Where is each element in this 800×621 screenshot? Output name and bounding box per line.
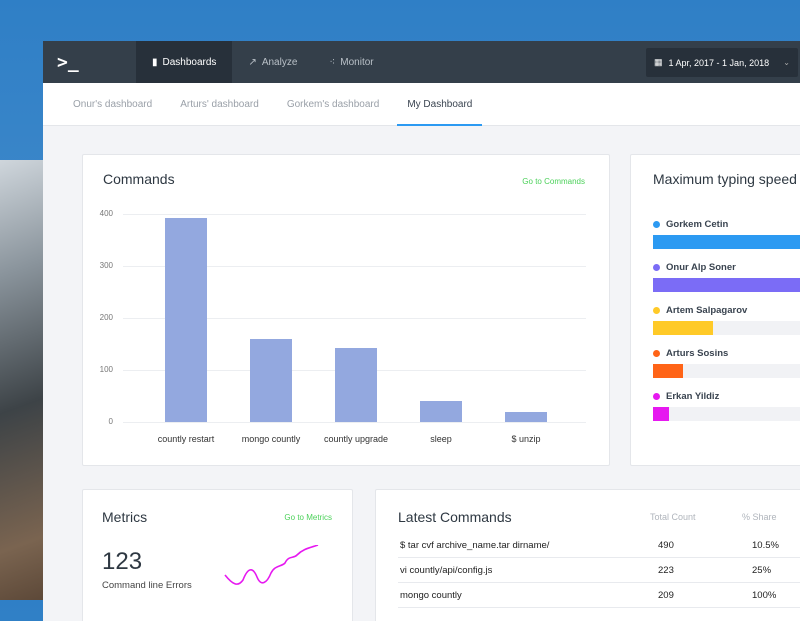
legend-dot-icon — [653, 221, 660, 228]
y-tick-label: 300 — [99, 261, 113, 270]
top-nav: >_ ▮ Dashboards ↗ Analyze ⁖ Monitor ▦ 1 Apr,… — [43, 41, 800, 83]
date-range-text: 1 Apr, 2017 - 1 Jan, 2018 — [668, 57, 770, 68]
share-cell: 10.5% — [752, 540, 779, 551]
command-cell: vi countly/api/config.js — [400, 565, 493, 576]
bar-chart-icon: ▮ — [152, 56, 158, 68]
speed-bar-fill — [653, 278, 800, 292]
x-tick-label: countly restart — [157, 434, 215, 444]
speed-bar-fill — [653, 321, 713, 335]
count-cell: 209 — [658, 590, 674, 601]
speed-bar-fill — [653, 235, 800, 249]
x-tick-label: sleep — [430, 434, 452, 444]
speed-bar-track — [653, 321, 800, 335]
person-name: Artem Salpagarov — [666, 305, 748, 316]
metrics-sparkline — [224, 545, 319, 585]
person-label: Arturs Sosins — [653, 348, 728, 359]
bar[interactable] — [505, 411, 547, 422]
typing-speed-card: Maximum typing speed Gorkem Cetin Onur Al… — [630, 154, 800, 466]
latest-commands-card: Latest Commands Total Count % Share $ ta… — [375, 489, 800, 621]
nav-label: Analyze — [261, 56, 298, 68]
table-row[interactable]: $ tar cvf archive_name.tar dirname/490 10… — [398, 533, 800, 558]
y-tick-label: 0 — [108, 417, 113, 426]
nav-analyze[interactable]: ↗ Analyze — [232, 41, 313, 83]
person-label: Erkan Yildiz — [653, 391, 719, 402]
card-title: Latest Commands — [398, 509, 512, 525]
sparkline-path — [224, 545, 319, 585]
terminal-logo: >_ — [57, 51, 79, 73]
speed-bar-track — [653, 364, 800, 378]
count-cell: 223 — [658, 565, 674, 576]
gridline — [123, 266, 586, 267]
person-label: Artem Salpagarov — [653, 305, 747, 316]
person-name: Erkan Yildiz — [666, 391, 720, 402]
y-tick-label: 200 — [99, 313, 113, 322]
count-cell: 490 — [658, 540, 674, 551]
tab-arturs[interactable]: Arturs' dashboard — [180, 98, 259, 110]
nav-monitor[interactable]: ⁖ Monitor — [313, 41, 389, 83]
share-cell: 100% — [752, 590, 777, 601]
speed-bar-fill — [653, 407, 669, 421]
x-tick-label: mongo countly — [241, 434, 301, 444]
gridline — [123, 214, 586, 215]
go-to-metrics-link[interactable]: Go to Metrics — [284, 513, 332, 522]
person-label: Onur Alp Soner — [653, 262, 736, 273]
nodes-icon: ⁖ — [329, 56, 336, 68]
app-window: >_ ▮ Dashboards ↗ Analyze ⁖ Monitor ▦ 1 Apr,… — [43, 41, 800, 621]
person-name: Arturs Sosins — [666, 348, 729, 359]
share-cell: 25% — [752, 565, 772, 576]
table-row[interactable]: mongo countly 209 100% — [398, 583, 800, 608]
y-tick-label: 400 — [99, 209, 113, 218]
tab-my-dashboard[interactable]: My Dashboard — [397, 83, 483, 126]
legend-dot-icon — [653, 350, 660, 357]
chevron-down-icon: ⌄ — [783, 58, 790, 67]
header-share: % Share — [742, 512, 777, 522]
header-total-count: Total Count — [650, 512, 696, 522]
bar[interactable] — [335, 347, 377, 422]
command-cell: $ tar cvf archive_name.tar dirname/ — [400, 540, 550, 551]
metrics-card: Metrics Go to Metrics 123 Command line E… — [82, 489, 353, 621]
gridline — [123, 318, 586, 319]
speed-bar-track — [653, 235, 800, 249]
bar[interactable] — [250, 338, 292, 422]
metric-value: 123 — [102, 548, 143, 575]
y-tick-label: 100 — [99, 365, 113, 374]
speed-bar-track — [653, 278, 800, 292]
commands-card: Commands Go to Commands 0 100 200 300 400 cou… — [82, 154, 610, 466]
legend-dot-icon — [653, 393, 660, 400]
card-title: Metrics — [102, 509, 148, 525]
person-label: Gorkem Cetin — [653, 219, 728, 230]
card-title: Commands — [103, 171, 175, 187]
person-name: Gorkem Cetin — [666, 219, 729, 230]
bar[interactable] — [165, 218, 207, 422]
table-row[interactable]: vi countly/api/config.js 223 25% — [398, 558, 800, 583]
date-range-picker[interactable]: ▦ 1 Apr, 2017 - 1 Jan, 2018 ⌄ — [646, 48, 798, 77]
legend-dot-icon — [653, 264, 660, 271]
tab-onur[interactable]: Onur's dashboard — [73, 98, 153, 110]
legend-dot-icon — [653, 307, 660, 314]
tab-gorkem[interactable]: Gorkem's dashboard — [286, 98, 380, 110]
trend-icon: ↗ — [248, 56, 257, 68]
bar[interactable] — [420, 401, 462, 422]
speed-bar-fill — [653, 364, 683, 378]
nav-label: Dashboards — [162, 56, 217, 68]
calendar-icon: ▦ — [654, 57, 663, 67]
command-cell: mongo countly — [400, 590, 462, 601]
person-name: Onur Alp Soner — [666, 262, 736, 273]
x-tick-label: countly upgrade — [323, 434, 389, 444]
speed-bar-track — [653, 407, 800, 421]
card-title: Maximum typing speed — [653, 171, 797, 187]
metric-label: Command line Errors — [102, 580, 192, 591]
nav-dashboards[interactable]: ▮ Dashboards — [136, 41, 233, 83]
nav-label: Monitor — [340, 56, 374, 68]
dashboard-tabs: Onur's dashboard Arturs' dashboard Gorke… — [43, 83, 800, 126]
gridline — [123, 422, 586, 423]
x-tick-label: $ unzip — [511, 434, 541, 444]
go-to-commands-link[interactable]: Go to Commands — [522, 177, 585, 186]
